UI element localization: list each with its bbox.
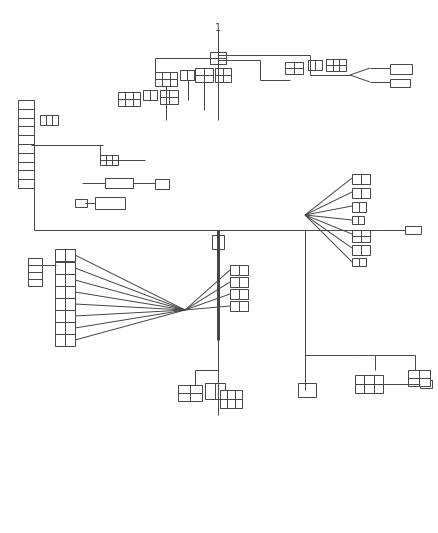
Bar [230, 277, 248, 287]
Bar [220, 390, 242, 408]
Bar [308, 60, 322, 70]
Bar [352, 245, 370, 255]
Bar [55, 310, 75, 322]
Bar [55, 322, 75, 334]
Bar [230, 301, 248, 311]
Bar [205, 383, 225, 399]
Bar [352, 258, 366, 266]
Bar [405, 226, 421, 234]
Bar [352, 188, 370, 198]
Bar [326, 59, 346, 71]
Bar [95, 197, 125, 209]
Bar [420, 380, 432, 388]
Bar [55, 249, 75, 261]
Bar [155, 72, 177, 86]
Bar [155, 179, 169, 189]
Bar [355, 375, 383, 393]
Bar [55, 334, 75, 346]
Bar [55, 274, 75, 286]
Bar [352, 230, 370, 242]
Bar [285, 62, 303, 74]
Bar [143, 90, 157, 100]
Bar [390, 79, 410, 87]
Bar [180, 70, 194, 80]
Bar [298, 383, 316, 397]
Bar [18, 100, 34, 188]
Bar [55, 262, 75, 274]
Bar [230, 289, 248, 299]
Bar [118, 92, 140, 106]
Bar [178, 385, 202, 401]
Bar [210, 52, 226, 64]
Bar [230, 265, 248, 275]
Bar [100, 155, 118, 165]
Bar [215, 68, 231, 82]
Bar [352, 202, 366, 212]
Text: 1: 1 [215, 23, 221, 33]
Bar [212, 235, 224, 249]
Bar [55, 298, 75, 310]
Bar [28, 258, 42, 286]
Bar [55, 286, 75, 298]
Bar [105, 178, 133, 188]
Bar [390, 64, 412, 74]
Bar [352, 216, 364, 224]
Bar [408, 370, 430, 386]
Bar [75, 199, 87, 207]
Bar [160, 90, 178, 104]
Bar [352, 174, 370, 184]
Bar [40, 115, 58, 125]
Bar [195, 68, 213, 82]
